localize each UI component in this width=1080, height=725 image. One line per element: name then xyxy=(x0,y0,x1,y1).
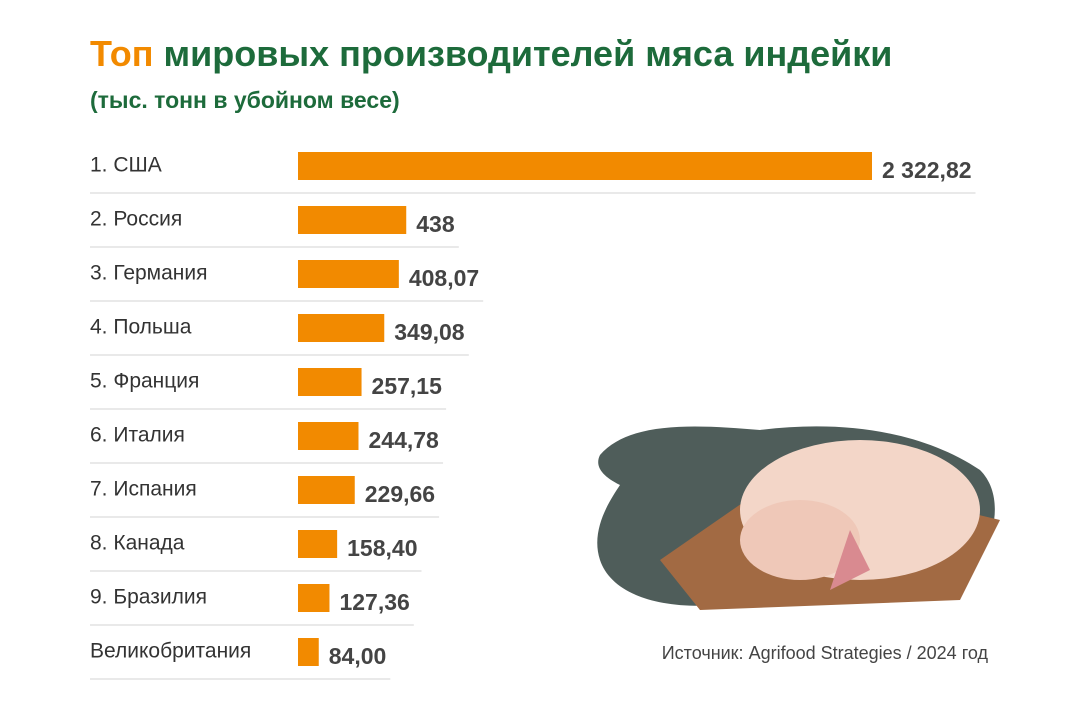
bar xyxy=(298,260,399,288)
value-label: 408,07 xyxy=(409,265,479,291)
value-label: 84,00 xyxy=(329,643,387,669)
category-label: 8. Канада xyxy=(90,532,185,555)
bar xyxy=(298,152,872,180)
bar xyxy=(298,530,338,558)
category-label: 6. Италия xyxy=(90,424,185,447)
value-label: 2 322,82 xyxy=(882,157,972,183)
category-label: 5. Франция xyxy=(90,370,199,393)
bar xyxy=(298,422,359,450)
value-label: 158,40 xyxy=(347,535,417,561)
category-label: 7. Испания xyxy=(90,478,197,501)
chart-subtitle: (тыс. тонн в убойном весе) xyxy=(90,87,400,113)
bar xyxy=(298,584,330,612)
chart-title: Топ мировых производителей мяса индейки xyxy=(90,33,892,74)
value-label: 127,36 xyxy=(339,589,409,615)
bar xyxy=(298,206,407,234)
source: Источник: Agrifood Strategies / 2024 год xyxy=(662,643,989,663)
title-main: мировых производителей мяса индейки xyxy=(163,33,892,74)
category-label: 3. Германия xyxy=(90,262,208,285)
category-label: 9. Бразилия xyxy=(90,586,207,609)
category-label: Великобритания xyxy=(90,640,251,663)
value-label: 229,66 xyxy=(365,481,435,507)
value-label: 349,08 xyxy=(394,319,465,345)
bar xyxy=(298,476,355,504)
title-accent: Топ xyxy=(90,33,153,74)
turkey-wing xyxy=(830,530,870,590)
category-label: 1. США xyxy=(90,154,162,177)
turkey-leg xyxy=(740,500,860,580)
value-label: 438 xyxy=(416,211,455,237)
category-label: 4. Польша xyxy=(90,316,192,339)
bar xyxy=(298,368,362,396)
value-label: 244,78 xyxy=(368,427,439,453)
category-label: 2. Россия xyxy=(90,208,182,231)
bar xyxy=(298,314,385,342)
value-label: 257,15 xyxy=(372,373,443,399)
turkey-illustration xyxy=(597,426,1000,610)
bar xyxy=(298,638,319,666)
